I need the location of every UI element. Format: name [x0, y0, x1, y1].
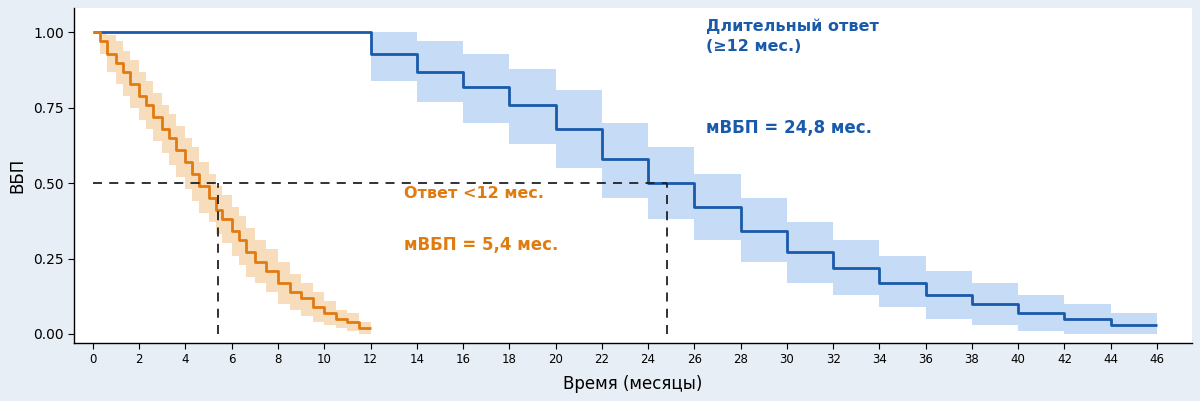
X-axis label: Время (месяцы): Время (месяцы): [563, 375, 703, 393]
Text: мВБП = 24,8 мес.: мВБП = 24,8 мес.: [706, 119, 871, 137]
Y-axis label: ВБП: ВБП: [8, 158, 26, 193]
Text: мВБП = 5,4 мес.: мВБП = 5,4 мес.: [404, 236, 558, 254]
Text: Длительный ответ
(≥12 мес.): Длительный ответ (≥12 мес.): [706, 18, 878, 54]
Text: Ответ <12 мес.: Ответ <12 мес.: [404, 186, 544, 200]
